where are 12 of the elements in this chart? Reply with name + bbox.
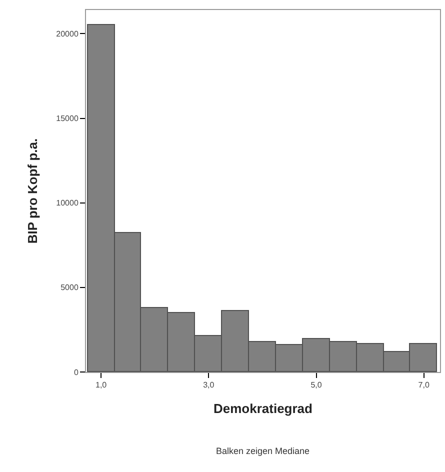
x-tick-label: 7,0 xyxy=(418,380,430,390)
x-tick-label: 5,0 xyxy=(310,380,322,390)
y-tick-label: 15000 xyxy=(56,114,79,124)
y-tick-label: 20000 xyxy=(56,29,79,38)
x-tick-label: 3,0 xyxy=(203,380,215,390)
text: Balken zeigen Mediane xyxy=(216,446,310,456)
x-axis-title: Demokratiegrad xyxy=(214,401,313,416)
y-tick-label: 10000 xyxy=(56,198,79,208)
y-tick-label: 0 xyxy=(74,368,79,377)
y-axis-title: BIP pro Kopf p.a. xyxy=(25,138,40,244)
x-tick-label: 1,0 xyxy=(95,380,108,390)
y-tick-label: 5000 xyxy=(60,283,79,292)
